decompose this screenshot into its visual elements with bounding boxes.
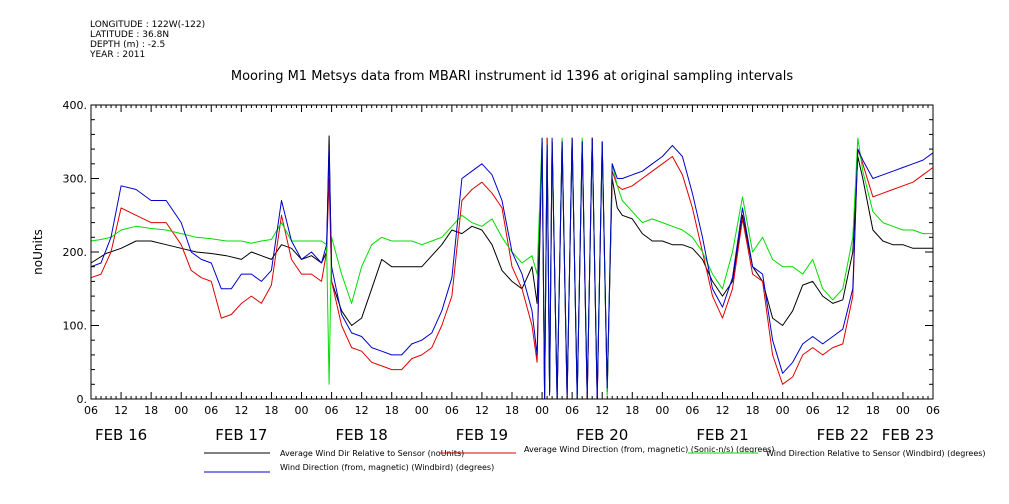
x-day-label: FEB 17: [215, 426, 267, 444]
x-tick-label: 18: [625, 404, 639, 417]
x-tick-label: 18: [505, 404, 519, 417]
x-tick-label: 06: [325, 404, 339, 417]
x-tick-label: 00: [535, 404, 549, 417]
metadata-block: LONGITUDE : 122W(-122) LATITUDE : 36.8N …: [90, 20, 205, 60]
x-tick-label: 18: [264, 404, 278, 417]
x-day-label: FEB 23: [882, 426, 934, 444]
latitude-label: LATITUDE : 36.8N: [90, 30, 170, 40]
x-tick-label: 18: [144, 404, 158, 417]
x-tick-label: 18: [385, 404, 399, 417]
series-line-4: [90, 137, 934, 400]
series-layer: [90, 135, 934, 400]
x-tick-label: 00: [896, 404, 910, 417]
x-tick-label: 06: [445, 404, 459, 417]
y-tick-label: 0.: [77, 393, 88, 406]
legend-label-2: Average Wind Direction (from, magnetic) …: [524, 445, 774, 454]
x-tick-label: 00: [776, 404, 790, 417]
x-tick-label: 12: [716, 404, 730, 417]
x-tick-label: 18: [866, 404, 880, 417]
y-tick-label: 100.: [63, 320, 88, 333]
depth-label: DEPTH (m) : -2.5: [90, 40, 166, 50]
legend-label-4: Wind Direction (from, magnetic) (Windbir…: [280, 463, 494, 472]
legend-label-1: Average Wind Dir Relative to Sensor (noU…: [280, 449, 464, 458]
year-label: YEAR : 2011: [90, 50, 146, 60]
x-tick-label: 12: [475, 404, 489, 417]
x-day-label: FEB 18: [336, 426, 388, 444]
x-tick-label: 06: [84, 404, 98, 417]
x-tick-label: 06: [565, 404, 579, 417]
y-tick-label: 400.: [63, 99, 88, 112]
x-tick-label: 00: [655, 404, 669, 417]
series-line-2: [90, 137, 934, 400]
x-tick-label: 12: [355, 404, 369, 417]
x-tick-label: 12: [595, 404, 609, 417]
x-day-label: FEB 19: [456, 426, 508, 444]
x-day-label: FEB 22: [817, 426, 869, 444]
y-tick-label: 200.: [63, 246, 88, 259]
x-day-label: FEB 20: [576, 426, 628, 444]
x-tick-label: 06: [204, 404, 218, 417]
x-tick-label: 00: [415, 404, 429, 417]
y-tick-label: 300.: [63, 173, 88, 186]
x-day-label: FEB 21: [696, 426, 748, 444]
x-tick-label: 12: [114, 404, 128, 417]
legend-label-3: Wind Direction Relative to Sensor (Windb…: [766, 449, 986, 458]
longitude-label: LONGITUDE : 122W(-122): [90, 20, 206, 30]
axes-layer: 0. 100. 200. 300. 400. 06 12 18 00 06 12 18 00 06 12 18…: [63, 99, 941, 444]
chart-title: Mooring M1 Metsys data from MBARI instru…: [231, 69, 793, 84]
x-tick-label: 00: [174, 404, 188, 417]
y-axis-label: noUnits: [31, 229, 45, 275]
x-tick-label: 12: [234, 404, 248, 417]
x-tick-label: 00: [295, 404, 309, 417]
x-tick-label: 12: [836, 404, 850, 417]
legend: Average Wind Dir Relative to Sensor (noU…: [204, 445, 986, 473]
x-tick-label: 18: [746, 404, 760, 417]
x-tick-label: 06: [685, 404, 699, 417]
x-tick-label: 06: [806, 404, 820, 417]
x-day-label: FEB 16: [95, 426, 147, 444]
x-tick-label: 06: [926, 404, 940, 417]
